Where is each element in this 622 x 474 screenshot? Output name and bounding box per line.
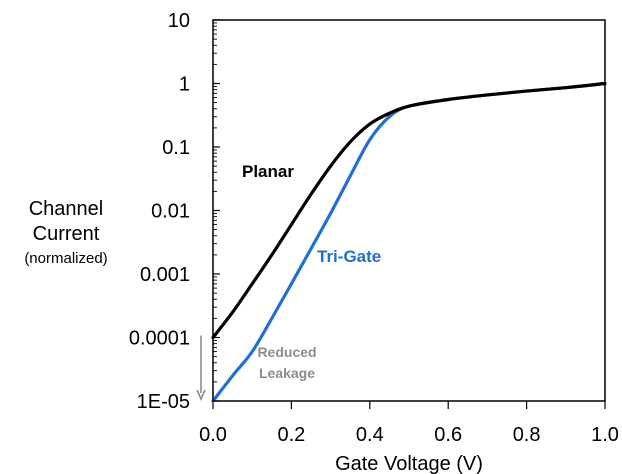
annotation-trigate-label: Tri-Gate	[317, 247, 381, 266]
y-axis-label-line-2: Current	[10, 223, 122, 246]
y-axis-ticks: 10 1 0.1 0.01 0.001 0.0001 1E-05	[129, 10, 220, 413]
x-tick-label: 0.8	[513, 424, 541, 446]
x-axis-label: Gate Voltage (V)	[335, 453, 483, 474]
x-axis-ticks: 0.0 0.2 0.4 0.6 0.8 1.0	[199, 401, 619, 446]
x-tick-label: 0.2	[277, 424, 305, 446]
x-tick-label: 1.0	[591, 424, 619, 446]
series-line-planar	[213, 84, 605, 338]
annotation-layer: Planar Tri-Gate Reduced Leakage	[197, 162, 381, 399]
y-tick-label: 0.01	[151, 201, 190, 223]
annotation-leakage-label: Leakage	[259, 365, 315, 381]
y-tick-label: 1E-05	[137, 391, 190, 413]
x-tick-label: 0.6	[434, 424, 462, 446]
annotation-reduced-label: Reduced	[257, 344, 316, 360]
y-tick-label: 1	[179, 74, 190, 96]
y-axis-label-line-1: Channel	[10, 198, 122, 221]
x-tick-label: 0.4	[356, 424, 384, 446]
x-tick-label: 0.0	[199, 424, 227, 446]
annotation-planar-label: Planar	[242, 162, 294, 181]
y-axis-label-line-3: (normalized)	[10, 250, 122, 267]
y-tick-label: 0.1	[162, 137, 190, 159]
y-tick-label: 0.0001	[129, 328, 190, 350]
y-tick-label: 0.001	[140, 264, 190, 286]
y-tick-label: 10	[168, 10, 190, 32]
